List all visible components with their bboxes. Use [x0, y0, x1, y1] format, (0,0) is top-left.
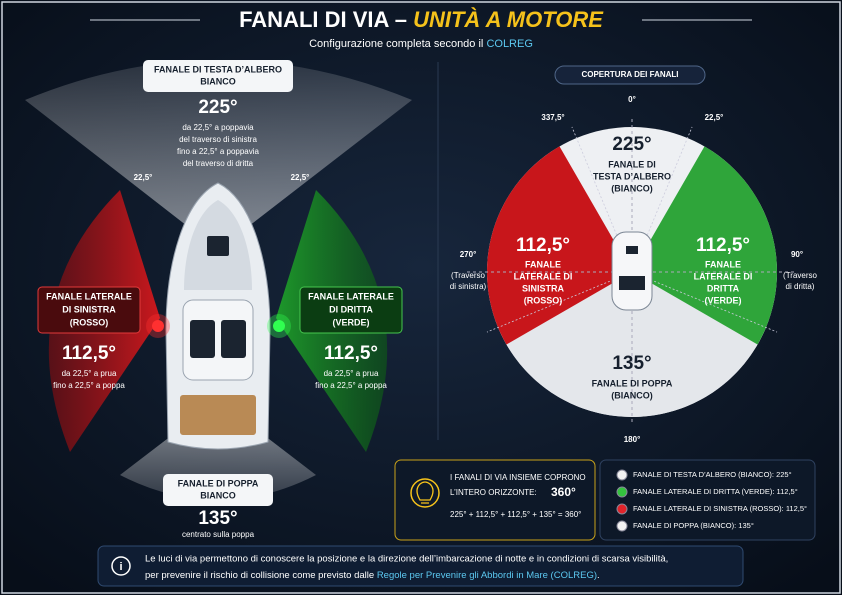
stern-angle: 135°	[198, 508, 237, 529]
mini-boat	[611, 231, 653, 311]
masthead-label: (BIANCO)	[611, 183, 653, 193]
starboard-desc: da 22,5° a prua	[324, 369, 379, 378]
footer-highlight: Regole per Prevenire gli Abbordi in Mare…	[377, 570, 597, 581]
port-label: SINISTRA	[522, 283, 565, 293]
stern-desc: centrato sulla poppa	[182, 530, 255, 539]
port-label: LATERALE DI	[514, 271, 573, 281]
starboard-angle: 112,5°	[324, 343, 378, 364]
stern-title: FANALE DI POPPA	[178, 478, 259, 488]
port-title: (ROSSO)	[70, 317, 109, 327]
masthead-label-box	[143, 60, 293, 92]
title-highlight: UNITÀ A MOTORE	[413, 7, 604, 32]
bearing: 337,5°	[541, 113, 564, 122]
starboard-title: DI DRITTA	[329, 304, 373, 314]
port-label: FANALE	[525, 259, 561, 269]
masthead-sector	[25, 60, 412, 250]
masthead-angle: 225°	[612, 134, 651, 155]
mini-boat-window	[626, 246, 638, 254]
bearing: 270°	[460, 250, 477, 259]
legend-box	[599, 459, 816, 541]
title: FANALI DI VIA – UNITÀ A MOTORE	[239, 7, 604, 32]
starboard-label: FANALE	[705, 259, 741, 269]
starboard-label: DRITTA	[707, 283, 740, 293]
masthead-label: FANALE DI	[608, 159, 656, 169]
bearing-note: (Traverso	[451, 271, 485, 280]
bearing: 90°	[791, 250, 803, 259]
bearing: 22,5°	[705, 113, 724, 122]
masthead-desc: da 22,5° a poppavia	[182, 123, 254, 132]
mini-boat-window	[619, 276, 645, 290]
subtitle-part: Configurazione completa secondo il	[309, 38, 483, 50]
bearing-note: di sinistra)	[450, 282, 487, 291]
port-label: (ROSSO)	[524, 295, 563, 305]
coverage-header: COPERTURA DEI FANALI	[581, 70, 678, 79]
starboard-title: (VERDE)	[332, 317, 369, 327]
subtitle: Configurazione completa secondo il COLRE…	[309, 38, 533, 50]
legend-swatch	[616, 520, 628, 532]
port-angle: 112,5°	[62, 343, 116, 364]
footer-box	[97, 545, 744, 587]
bearing-note: di dritta)	[786, 282, 815, 291]
masthead-label: TESTA D’ALBERO	[593, 171, 671, 181]
footer-part: per prevenire il rischio di collisione c…	[145, 570, 377, 581]
port-wedge	[486, 146, 632, 345]
stern-angle: 135°	[612, 353, 651, 374]
legend-entry: FANALE DI TESTA D’ALBERO (BIANCO): 225°	[633, 470, 792, 479]
legend-swatch	[616, 486, 628, 498]
port-desc: fino a 22,5° a poppa	[53, 381, 125, 390]
port-label-box	[37, 286, 141, 334]
svg-text:i: i	[119, 561, 122, 573]
coverage-circle	[467, 119, 797, 425]
legend-entry: FANALE DI POPPA (BIANCO): 135°	[633, 521, 754, 530]
port-angle: 112,5°	[516, 235, 570, 256]
starboard-angle: 112,5°	[696, 235, 750, 256]
masthead-desc: fino a 22,5° a poppavia	[177, 147, 259, 156]
angle-mark: 22,5°	[134, 173, 153, 182]
info-icon: i	[111, 556, 131, 576]
masthead-desc: del traverso di sinistra	[179, 135, 257, 144]
footer-part: .	[597, 570, 600, 581]
subtitle-highlight: COLREG	[486, 38, 532, 50]
masthead-angle: 225°	[198, 97, 237, 118]
bulb-icon	[410, 478, 440, 508]
footer-text: Le luci di via permettono di conoscere l…	[145, 554, 668, 565]
summary-highlight: 360°	[551, 485, 576, 499]
starboard-label: (VERDE)	[704, 295, 741, 305]
masthead-title: BIANCO	[200, 76, 236, 86]
stern-label: FANALE DI POPPA	[592, 378, 673, 388]
title-part: FANALI DI VIA –	[239, 7, 407, 32]
bearing-note: (Traverso	[783, 271, 817, 280]
masthead-desc: del traverso di dritta	[183, 159, 254, 168]
summary-box	[394, 459, 596, 541]
footer-text: per prevenire il rischio di collisione c…	[145, 570, 600, 581]
stern-title: BIANCO	[200, 490, 236, 500]
starboard-label: LATERALE DI	[694, 271, 753, 281]
port-title: DI SINISTRA	[62, 304, 116, 314]
boat	[146, 182, 291, 450]
angle-mark: 22,5°	[291, 173, 310, 182]
starboard-title: FANALE LATERALE	[308, 291, 394, 301]
masthead-title: FANALE DI TESTA D’ALBERO	[154, 64, 282, 74]
stern-label-box	[163, 474, 273, 506]
legend-swatch	[616, 469, 628, 481]
summary-formula: 225° + 112,5° + 112,5° + 135° = 360°	[450, 510, 581, 519]
legend-entry: FANALE LATERALE DI SINISTRA (ROSSO): 112…	[633, 504, 807, 513]
stern-label: (BIANCO)	[611, 390, 653, 400]
legend-entry: FANALE LATERALE DI DRITTA (VERDE): 112,5…	[633, 487, 798, 496]
summary-text: I FANALI DI VIA INSIEME COPRONO	[450, 473, 586, 482]
legend-swatch	[616, 503, 628, 515]
coverage-pill	[554, 65, 706, 85]
starboard-wedge	[632, 146, 778, 345]
bearing: 180°	[624, 435, 641, 444]
starboard-desc: fino a 22,5° a poppa	[315, 381, 387, 390]
port-desc: da 22,5° a prua	[62, 369, 117, 378]
starboard-label-box	[299, 286, 403, 334]
summary-text: L’INTERO ORIZZONTE:	[450, 488, 537, 497]
port-title: FANALE LATERALE	[46, 291, 132, 301]
bearing: 0°	[628, 95, 636, 104]
